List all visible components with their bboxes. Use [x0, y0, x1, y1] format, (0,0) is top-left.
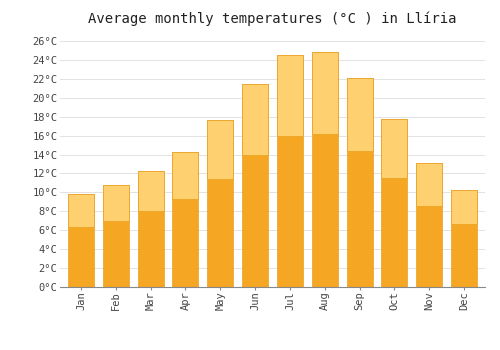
Bar: [312, 52, 338, 287]
Bar: [207, 120, 234, 287]
Bar: [346, 78, 372, 151]
Bar: [102, 185, 129, 287]
Bar: [312, 52, 338, 134]
Title: Average monthly temperatures (°C ) in Llíria: Average monthly temperatures (°C ) in Ll…: [88, 12, 457, 26]
Bar: [451, 190, 477, 224]
Bar: [242, 84, 268, 287]
Bar: [416, 163, 442, 206]
Bar: [207, 120, 234, 179]
Bar: [416, 163, 442, 287]
Bar: [68, 194, 94, 287]
Bar: [277, 55, 303, 136]
Bar: [138, 170, 164, 211]
Bar: [172, 152, 199, 287]
Bar: [382, 119, 407, 287]
Bar: [346, 78, 372, 287]
Bar: [382, 119, 407, 177]
Bar: [277, 55, 303, 287]
Bar: [172, 152, 199, 199]
Bar: [451, 190, 477, 287]
Bar: [242, 84, 268, 155]
Bar: [102, 185, 129, 220]
Bar: [138, 170, 164, 287]
Bar: [68, 194, 94, 227]
